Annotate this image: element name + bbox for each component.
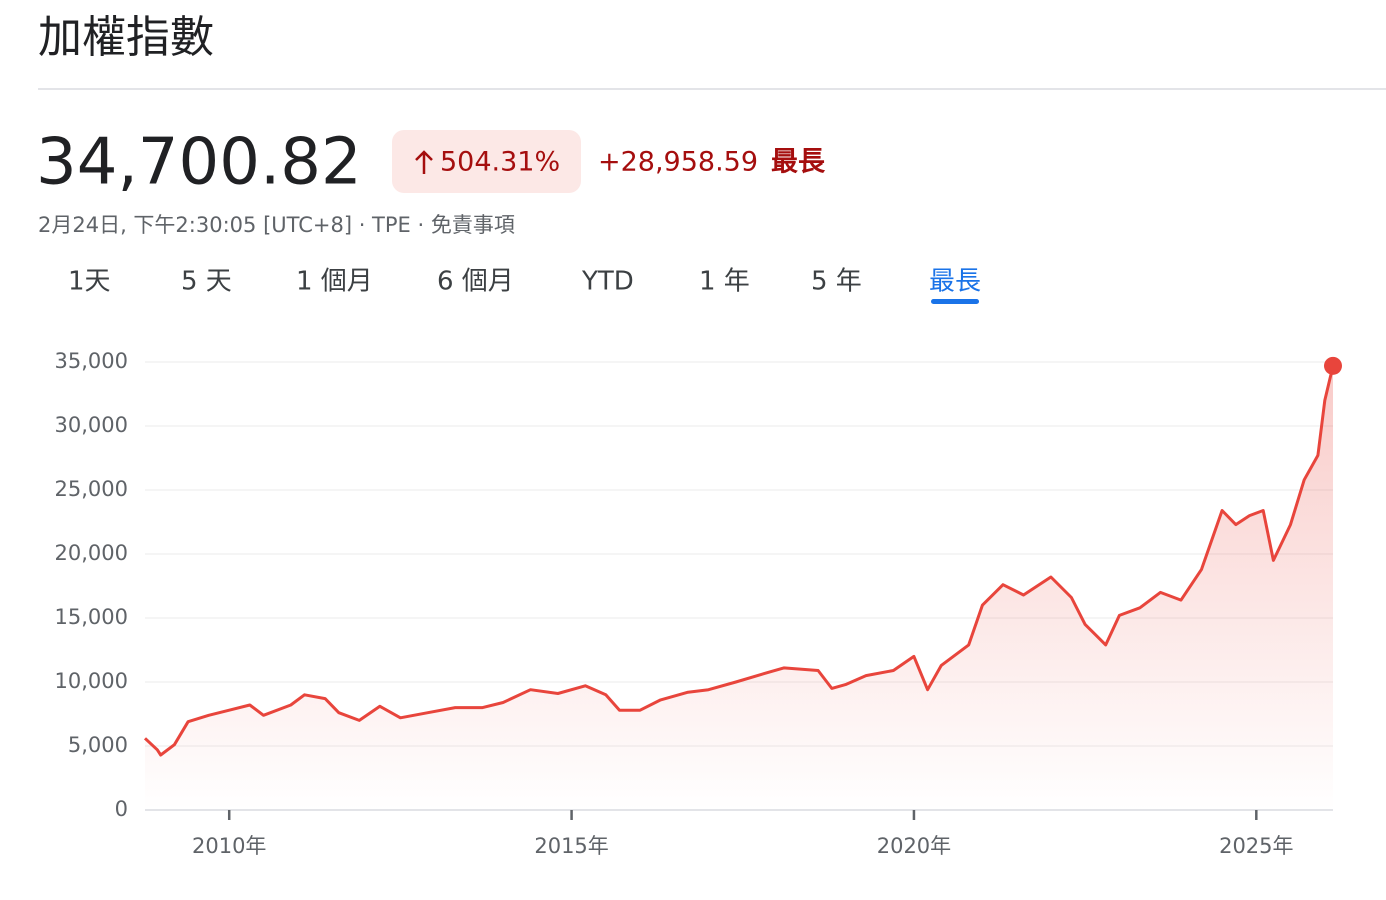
range-tab[interactable]: 1 年 xyxy=(699,267,750,297)
range-tab[interactable]: 6 個月 xyxy=(437,267,514,297)
line xyxy=(143,365,1335,757)
range-tab[interactable]: YTD xyxy=(581,267,634,297)
area xyxy=(145,365,1333,810)
change-percent: 504.31% xyxy=(440,147,560,178)
range-tab[interactable]: 5 天 xyxy=(181,267,232,297)
y-tick-label: 10,000 xyxy=(55,669,128,693)
x-tick-label: 2020年 xyxy=(877,834,951,858)
change-value: +28,958.59 xyxy=(598,147,758,178)
y-tick-label: 25,000 xyxy=(55,477,128,501)
tabs: 1天 5 天 1 個月 6 個月 YTD 1 年 5 年 最長 xyxy=(68,267,981,304)
chart: 0 5,000 10,000 15,000 20,000 25,000 30,000 35,0… xyxy=(55,349,1342,858)
y-tick-label: 20,000 xyxy=(55,541,128,565)
x-tick-label: 2025年 xyxy=(1219,834,1293,858)
y-tick-label: 0 xyxy=(115,797,128,821)
up-arrow xyxy=(415,150,433,174)
y-tick-label: 5,000 xyxy=(68,733,128,757)
x-tick-label: 2015年 xyxy=(534,834,608,858)
title: 加權指數 xyxy=(38,12,214,63)
y-tick-label: 30,000 xyxy=(55,413,128,437)
x-tick-label: 2010年 xyxy=(192,834,266,858)
range-tab[interactable]: 最長 xyxy=(929,267,981,297)
last-point xyxy=(1324,356,1342,375)
y-tick-label: 15,000 xyxy=(55,605,128,629)
price: 34,700.82 xyxy=(36,126,362,200)
y-tick-label: 35,000 xyxy=(55,349,128,373)
change-badge xyxy=(392,130,581,193)
active-tab-indicator xyxy=(931,299,980,304)
range-tab[interactable]: 5 年 xyxy=(811,267,862,297)
range-label: 最長 xyxy=(771,147,826,178)
range-tab[interactable]: 1天 xyxy=(68,267,111,297)
timestamp: 2月24日, 下午2:30:05 [UTC+8] · TPE · 免責事項 xyxy=(38,213,515,237)
range-tab[interactable]: 1 個月 xyxy=(296,267,373,297)
